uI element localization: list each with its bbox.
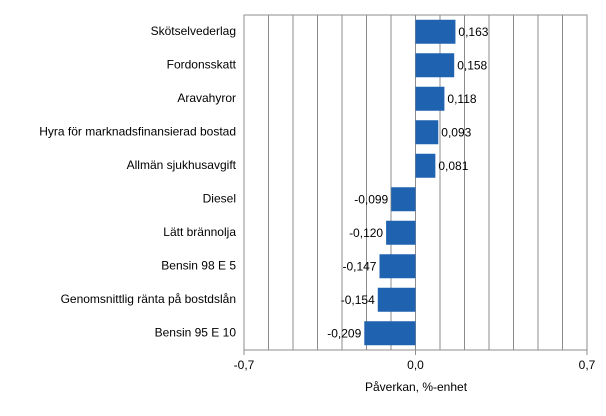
value-label: -0,120 bbox=[349, 226, 383, 240]
value-label: 0,158 bbox=[457, 58, 487, 72]
value-label: -0,099 bbox=[354, 192, 388, 206]
x-tick-label: 0,0 bbox=[407, 358, 424, 372]
y-tick-label: Allmän sjukhusavgift bbox=[127, 158, 237, 172]
y-tick-label: Hyra för marknadsfinansierad bostad bbox=[39, 124, 236, 138]
y-tick-label: Bensin 95 E 10 bbox=[155, 325, 237, 339]
y-tick-label: Diesel bbox=[203, 191, 236, 205]
value-label: -0,147 bbox=[342, 259, 376, 273]
bar bbox=[415, 153, 436, 178]
y-tick-label: Genomsnittlig ränta på bostdslån bbox=[61, 292, 236, 306]
bar bbox=[415, 86, 445, 111]
value-label: 0,093 bbox=[441, 125, 471, 139]
y-tick-label: Bensin 98 E 5 bbox=[161, 258, 236, 272]
y-tick-label: Aravahyror bbox=[177, 91, 236, 105]
x-tick-label: -0,7 bbox=[234, 358, 255, 372]
value-label: -0,209 bbox=[327, 326, 361, 340]
bar bbox=[377, 287, 416, 312]
bar bbox=[364, 321, 416, 346]
value-label: 0,081 bbox=[438, 159, 468, 173]
y-tick-label: Lätt brännolja bbox=[163, 225, 236, 239]
value-label: -0,154 bbox=[341, 293, 375, 307]
x-axis-label: Påverkan, %-enhet bbox=[365, 380, 468, 394]
plot-border bbox=[243, 14, 588, 351]
bar bbox=[415, 19, 456, 44]
x-tick-label: 0,7 bbox=[579, 358, 596, 372]
bar bbox=[386, 220, 416, 245]
value-label: 0,163 bbox=[458, 25, 488, 39]
bar bbox=[415, 120, 439, 145]
bar bbox=[391, 187, 416, 212]
value-label: 0,118 bbox=[447, 92, 476, 106]
bar bbox=[415, 53, 455, 78]
y-tick-label: Fordonsskatt bbox=[167, 57, 237, 71]
bar bbox=[379, 254, 416, 279]
y-tick-label: Skötselvederlag bbox=[151, 24, 236, 38]
